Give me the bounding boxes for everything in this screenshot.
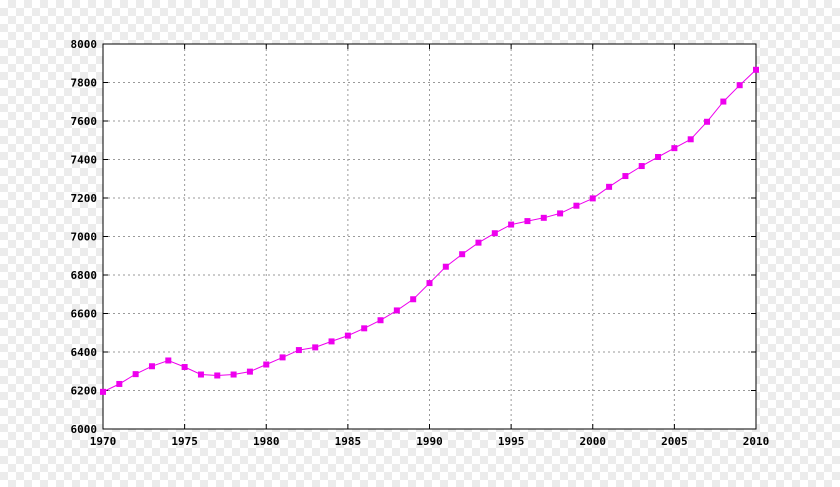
data-point [606,183,613,190]
data-point [100,388,106,395]
data-point [344,332,351,339]
data-point [638,163,645,170]
x-tick-label: 1990 [416,435,443,448]
y-tick-label: 7200 [71,192,98,205]
x-tick-label: 1970 [90,435,117,448]
data-point [328,338,335,345]
data-point [132,371,139,378]
data-point [442,263,449,270]
y-tick-label: 7800 [71,77,98,90]
data-point [148,363,155,370]
data-point [295,347,302,354]
data-point [540,214,547,221]
data-point [197,371,204,378]
data-point [720,98,727,105]
data-point [181,364,188,371]
data-point [246,368,253,375]
data-point [524,218,531,225]
data-point [671,145,678,152]
x-tick-label: 2005 [661,435,688,448]
y-tick-label: 6200 [71,385,98,398]
x-tick-label: 1980 [253,435,280,448]
data-point [687,136,694,143]
data-point [393,307,400,314]
data-point [573,202,580,209]
data-point [426,280,433,287]
data-point [475,239,482,246]
data-point [753,66,759,73]
data-point [736,82,743,89]
data-point [704,118,711,125]
y-axis-tick-labels: 6000 6200 6400 6600 6800 7000 7200 7400 7600 7800… [71,38,98,436]
data-point [508,221,515,228]
data-point [116,380,123,387]
x-tick-label: 1975 [171,435,198,448]
x-tick-label: 1985 [335,435,362,448]
data-point [655,153,662,160]
y-tick-label: 7400 [71,154,98,167]
y-tick-label: 7600 [71,115,98,128]
data-point [557,210,564,217]
data-point [377,317,384,324]
x-tick-label: 1995 [498,435,525,448]
data-point [165,357,172,364]
data-point [589,195,596,202]
y-tick-label: 7000 [71,231,98,244]
data-point [312,344,319,351]
data-point [361,325,368,332]
y-tick-label: 6000 [71,423,98,436]
y-tick-label: 6400 [71,346,98,359]
y-tick-label: 8000 [71,38,98,51]
data-point [491,230,498,237]
y-tick-label: 6600 [71,308,98,321]
data-point [230,371,237,378]
data-point [459,251,466,258]
data-point [263,361,270,368]
data-point [279,354,286,361]
y-tick-label: 6800 [71,269,98,282]
x-tick-label: 2010 [743,435,770,448]
x-axis-tick-labels: 1970 1975 1980 1985 1990 1995 2000 2005 2010 [90,435,770,448]
data-point [214,372,221,379]
data-markers [100,66,759,395]
x-tick-label: 2000 [580,435,607,448]
data-point [622,173,629,180]
data-point [410,296,417,303]
